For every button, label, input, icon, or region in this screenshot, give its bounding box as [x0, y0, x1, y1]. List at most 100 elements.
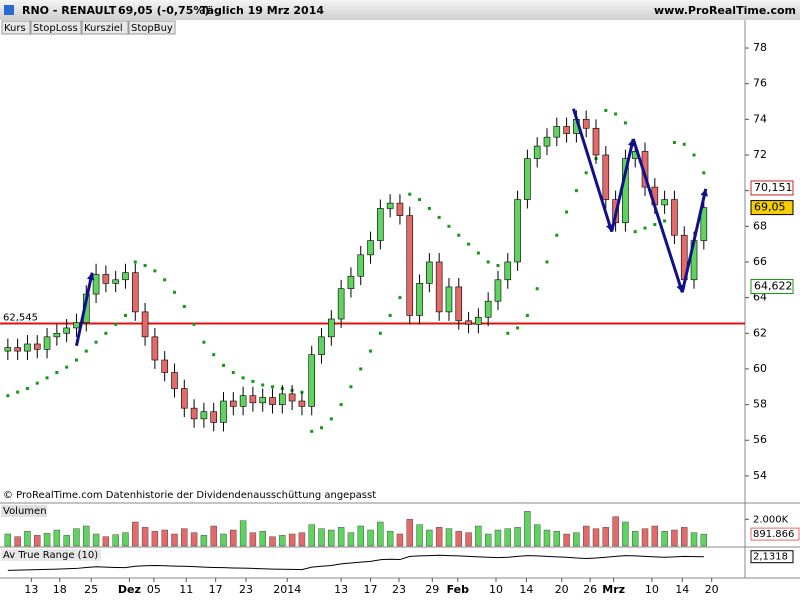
x-tick-label: 14 — [519, 583, 533, 596]
stop-dot — [104, 331, 108, 335]
candle-body — [416, 283, 423, 316]
candle-body — [210, 411, 217, 423]
stop-dot — [643, 226, 647, 230]
stop-dot — [94, 340, 98, 344]
y-tick-label: 62 — [753, 326, 767, 339]
button-label[interactable]: Kursziel — [84, 23, 123, 34]
candle-body — [484, 300, 492, 318]
candle-body — [249, 395, 257, 404]
volume-bar — [582, 525, 590, 547]
volume-bar — [445, 528, 453, 547]
y-tick-label: 72 — [753, 148, 767, 161]
volume-bar — [592, 528, 600, 547]
candle-body — [112, 279, 119, 284]
stop-dot — [525, 313, 529, 317]
stop-dot — [241, 376, 245, 380]
header-bar — [0, 0, 800, 20]
candle-body — [582, 119, 590, 129]
stop-dot — [496, 264, 500, 268]
volume-bar — [4, 533, 12, 547]
candle-body — [24, 343, 31, 352]
volume-bar — [475, 525, 482, 547]
y-tick-label: 60 — [753, 362, 767, 375]
x-tick-label: 29 — [425, 583, 439, 596]
candle-body — [553, 126, 561, 138]
candle-body — [239, 395, 247, 407]
volume-bar — [288, 533, 296, 547]
x-tick-label: 18 — [53, 583, 67, 596]
volume-bar — [386, 531, 394, 547]
level-box — [750, 550, 794, 564]
candle-body — [347, 275, 355, 290]
candle-body — [220, 400, 227, 423]
button[interactable] — [30, 20, 82, 35]
button-label[interactable]: Kurs — [4, 23, 26, 34]
button-label[interactable]: StopBuy — [131, 23, 173, 34]
x-tick-label: 26 — [583, 583, 597, 596]
trend-line — [631, 138, 684, 293]
button[interactable] — [1, 20, 31, 35]
volume-bar — [612, 516, 619, 547]
button-label[interactable]: StopLoss — [33, 23, 78, 34]
volume-bar — [700, 533, 708, 547]
button[interactable] — [128, 20, 176, 35]
volume-bar — [43, 533, 51, 547]
volume-bar — [377, 521, 384, 547]
stop-dot — [123, 313, 127, 317]
x-tick-label: 05 — [147, 583, 161, 596]
stop-dot — [271, 385, 275, 389]
reference-label: 62,545 — [3, 313, 38, 324]
x-tick-label: 10 — [489, 583, 503, 596]
candle-body — [524, 158, 531, 200]
footnote: © ProRealTime.com Datenhistorie der Divi… — [3, 490, 376, 501]
x-tick-label: Dez — [118, 583, 141, 596]
candle-body — [494, 279, 502, 302]
volume-bar — [132, 521, 139, 547]
trend-line — [680, 188, 708, 293]
volume-bar — [249, 532, 257, 547]
stop-dot — [310, 429, 314, 433]
trend-line — [610, 138, 635, 232]
volume-bar — [14, 536, 21, 547]
instrument-title: RNO - RENAULT — [22, 4, 117, 17]
atr-last-label: 2,1318 — [753, 552, 788, 563]
stop-dot — [418, 198, 422, 202]
y-tick-label: 74 — [753, 112, 767, 125]
stop-dot — [182, 305, 186, 309]
stop-dot — [16, 390, 20, 394]
stop-dot — [339, 403, 343, 407]
stop-dot — [702, 171, 706, 175]
x-tick-label: 14 — [675, 583, 689, 596]
volume-bar — [298, 532, 306, 547]
stop-dot — [45, 376, 49, 380]
x-tick-label: 20 — [555, 583, 569, 596]
stop-dot — [555, 233, 559, 237]
stop-dot — [398, 296, 402, 300]
candle-body — [43, 336, 51, 350]
x-tick-label: 23 — [239, 583, 253, 596]
x-tick-label: 13 — [334, 583, 348, 596]
stop-dot — [84, 349, 88, 353]
candle-body — [445, 286, 453, 313]
y-tick-label: 66 — [753, 255, 767, 268]
stop-dot — [202, 340, 206, 344]
candle-body — [33, 343, 41, 350]
y-tick-label: 68 — [753, 219, 767, 232]
candle-body — [63, 327, 70, 334]
stop-dot — [408, 192, 412, 196]
candle-body — [190, 407, 198, 420]
volume-bar — [328, 529, 335, 547]
x-tick-label: 17 — [364, 583, 378, 596]
x-tick-label: 23 — [392, 583, 406, 596]
volume-bar — [465, 532, 472, 547]
volume-title: Volumen — [3, 506, 47, 517]
candle-body — [4, 347, 12, 352]
candle-body — [465, 320, 472, 325]
volume-bar — [661, 531, 668, 547]
candle-body — [131, 272, 139, 313]
stop-dot — [604, 108, 608, 112]
button[interactable] — [81, 20, 129, 35]
stop-dot — [251, 379, 255, 383]
volume-bar — [34, 535, 41, 547]
volume-bar — [230, 529, 237, 547]
